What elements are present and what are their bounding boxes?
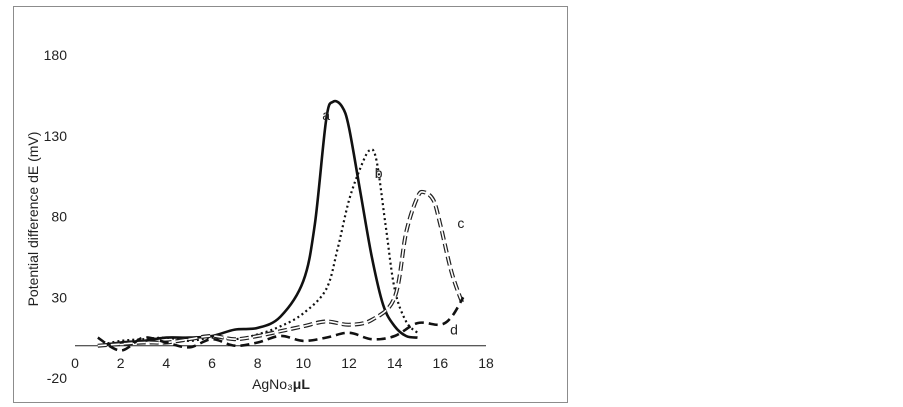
y-tick-label: 80	[51, 209, 67, 225]
series-line-a	[97, 99, 418, 347]
x-tick-label: 10	[296, 355, 312, 371]
series-lines	[97, 99, 466, 352]
x-axis-title-text: AgNo₃	[252, 376, 293, 392]
series-label-a: a	[322, 107, 330, 123]
series-label-d: d	[450, 322, 458, 338]
x-axis-title-unit: μL	[293, 376, 311, 392]
y-tick-label: -20	[47, 370, 67, 386]
tick-labels: 0 2 4 6 8 10 12 14 16 18 180 130 80 30 -20	[44, 47, 494, 386]
x-tick-label: 8	[254, 355, 262, 371]
x-tick-label: 16	[433, 355, 449, 371]
x-tick-label: 12	[341, 355, 357, 371]
series-label-c: c	[457, 215, 464, 231]
x-tick-label: 18	[478, 355, 494, 371]
chart-frame: 0 2 4 6 8 10 12 14 16 18 180 130 80 30 -20 a b c d Potent…	[13, 6, 568, 403]
x-tick-label: 2	[117, 355, 125, 371]
series-line-d	[97, 296, 465, 352]
x-axis-title: AgNo₃μL	[252, 376, 310, 392]
y-axis-title: Potential difference dE (mV)	[25, 132, 41, 307]
x-tick-label: 0	[71, 355, 79, 371]
x-tick-label: 4	[162, 355, 170, 371]
series-labels: a b c d	[322, 107, 464, 338]
x-tick-label: 14	[387, 355, 403, 371]
series-line-c	[97, 189, 466, 348]
series-line-b	[97, 148, 419, 347]
line-chart: 0 2 4 6 8 10 12 14 16 18 180 130 80 30 -20 a b c d Potent…	[25, 47, 494, 392]
x-tick-label: 6	[208, 355, 216, 371]
y-tick-label: 180	[44, 47, 68, 63]
series-label-b: b	[375, 165, 383, 181]
y-tick-label: 30	[51, 289, 67, 305]
y-tick-label: 130	[44, 128, 68, 144]
